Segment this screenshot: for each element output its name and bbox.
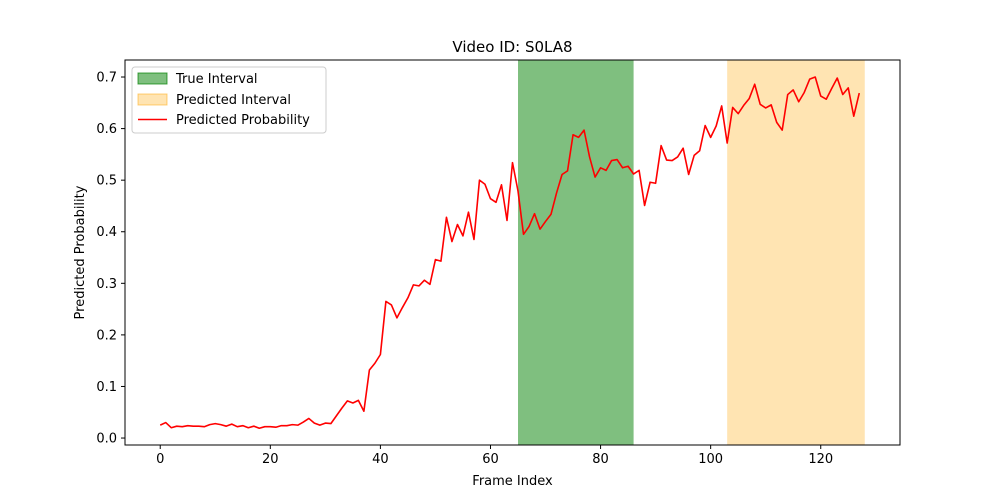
x-tick-label: 20 (262, 452, 279, 467)
legend-label-predicted-probability: Predicted Probability (176, 113, 310, 128)
x-tick-label: 120 (808, 452, 833, 467)
y-axis-ticks: 0.0 0.1 0.2 0.3 0.4 0.5 0.6 0.7 (96, 71, 125, 447)
legend-label-predicted-interval: Predicted Interval (176, 93, 291, 108)
x-tick-label: 0 (156, 452, 164, 467)
y-tick-label: 0.1 (96, 380, 117, 395)
legend-label-true-interval: True Interval (175, 72, 258, 87)
x-axis-label: Frame Index (472, 474, 553, 489)
y-tick-label: 0.6 (96, 122, 117, 137)
legend: True Interval Predicted Interval Predict… (131, 66, 327, 134)
line-layer (159, 76, 861, 430)
interval-layer (518, 60, 865, 445)
interval-band-true (518, 60, 634, 445)
legend-box (131, 66, 327, 134)
x-tick-label: 80 (592, 452, 609, 467)
x-tick-label: 60 (482, 452, 499, 467)
x-tick-label: 100 (698, 452, 723, 467)
legend-swatch-true-interval (137, 72, 168, 85)
y-axis-label: Predicted Probability (73, 185, 88, 319)
y-tick-label: 0.7 (96, 71, 117, 86)
y-tick-label: 0.4 (96, 225, 117, 240)
x-tick-label: 40 (372, 452, 389, 467)
plot-frame (124, 59, 901, 446)
chart-title: Video ID: S0LA8 (452, 38, 572, 56)
series-line-predicted-probability (159, 76, 861, 430)
x-axis-ticks: 0 20 40 60 80 100 120 (156, 445, 833, 467)
y-tick-label: 0.0 (96, 432, 117, 447)
y-tick-label: 0.3 (96, 277, 117, 292)
y-tick-label: 0.5 (96, 174, 117, 189)
y-tick-label: 0.2 (96, 328, 117, 343)
legend-swatch-predicted-interval (137, 93, 168, 106)
interval-band-predicted (727, 60, 865, 445)
